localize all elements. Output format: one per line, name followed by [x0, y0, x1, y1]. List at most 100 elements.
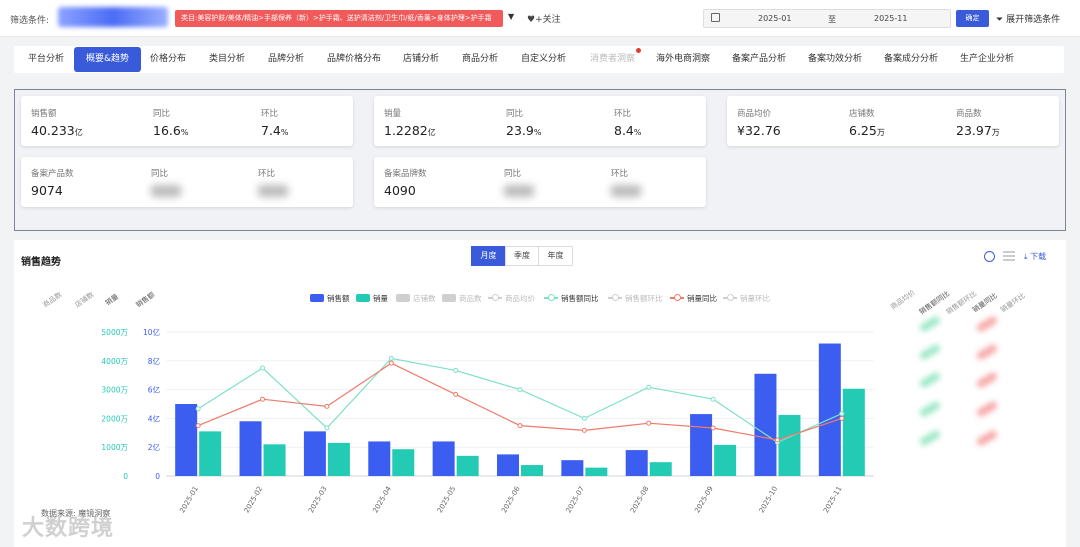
y-tick-sales: 10亿 [143, 327, 161, 337]
sales-yoy-point [517, 387, 523, 393]
bar-volume [714, 444, 737, 476]
chart-title: 销售趋势 [21, 257, 61, 268]
volume-metric: 销量 1.2282亿 [384, 107, 436, 138]
tab-filed-ingredients[interactable]: 备案成分分析 [884, 54, 939, 64]
filter-icon: ⏷ [996, 15, 1007, 25]
axis-header-volume-mom: 销量环比 [999, 291, 1027, 315]
bar-volume [842, 388, 865, 476]
filed-brands-yoy: 同比 [504, 167, 534, 200]
store-product-card: 商品均价 ¥32.76 店铺数 6.25万 商品数 23.97万 [727, 96, 1059, 146]
tab-product[interactable]: 商品分析 [462, 54, 499, 64]
stores-value: 6.25 [849, 123, 877, 138]
legend-stores[interactable]: 店铺数 [396, 293, 436, 304]
category-path-tag[interactable]: 类目:美容护肤/美体/精油>手部保养（新）>护手霜、送护清洁剂/卫生巾/纸/香薰… [175, 10, 503, 27]
table-view-icon[interactable] [1003, 251, 1015, 261]
x-tick-label: 2025-11 [822, 485, 844, 514]
calendar-icon [711, 13, 720, 22]
legend-label: 销量 [373, 294, 388, 303]
volume-yoy: 同比 23.9% [506, 107, 541, 138]
download-icon: ⤓ [1024, 252, 1031, 261]
redacted-tick [918, 371, 942, 389]
x-tick-label: 2025-02 [243, 485, 265, 514]
legend-label: 销售额 [327, 294, 350, 303]
tab-platform[interactable]: 平台分析 [28, 54, 65, 64]
volume-yoy-point [260, 396, 266, 402]
sales-mom-pct: % [280, 128, 289, 137]
confirm-button[interactable]: 确定 [956, 10, 989, 27]
stores-label: 店铺数 [849, 109, 875, 119]
bar-sales [690, 414, 713, 476]
expand-filters-button[interactable]: ⏷ 展开筛选条件 [996, 12, 1060, 25]
tab-filed-products[interactable]: 备案产品分析 [732, 54, 787, 64]
kpi-panel: 销售额 40.233亿 同比 16.6% 环比 7.4% 销量 1.2282亿 … [14, 89, 1066, 231]
y-tick-volume: 2000万 [101, 414, 128, 423]
bar-volume [199, 431, 222, 476]
volume-mom-pct: % [633, 128, 642, 137]
tab-manufacturers[interactable]: 生产企业分析 [960, 54, 1015, 64]
x-tick-label: 2025-04 [371, 485, 393, 515]
sales-card: 销售额 40.233亿 同比 16.6% 环比 7.4% [21, 96, 353, 146]
platform-selector[interactable] [58, 7, 168, 27]
redacted-value [504, 185, 534, 197]
redacted-tick [918, 343, 942, 361]
follow-button[interactable]: ♥+关注 [527, 12, 561, 25]
tab-consumer-insight-label: 消费者洞察 [590, 54, 636, 64]
products-value: 23.97 [956, 123, 992, 138]
legend-volume-yoy[interactable]: 销量同比 [670, 293, 717, 304]
legend-volume[interactable]: 销量 [356, 293, 388, 304]
avg-price-metric: 商品均价 ¥32.76 [737, 107, 781, 138]
sales-trend-chart: 0 2亿 4亿 6亿 8亿 10亿 0 1000万 2000万 3000万 4000万 5000万 20… [101, 327, 874, 515]
redacted-tick [975, 315, 999, 333]
volume-card: 销量 1.2282亿 同比 23.9% 环比 8.4% [374, 96, 706, 146]
x-tick-label: 2025-07 [565, 485, 587, 514]
volume-yoy-point [581, 427, 587, 433]
legend-products[interactable]: 商品数 [442, 293, 482, 304]
legend-volume-mom[interactable]: 销量环比 [723, 293, 770, 304]
legend-line-marker [488, 294, 502, 302]
legend-avg-price[interactable]: 商品均价 [488, 293, 535, 304]
tab-brand-price[interactable]: 品牌价格分布 [327, 54, 382, 64]
volume-yoy-label: 同比 [506, 109, 524, 119]
volume-yoy-line [197, 362, 843, 441]
watermark-logo: 大数跨境 [22, 516, 115, 541]
pie-chart-icon[interactable] [984, 251, 995, 262]
filed-brands-mom: 环比 [611, 167, 641, 200]
segment-monthly[interactable]: 月度 [471, 246, 506, 266]
filed-products-yoy: 同比 [151, 167, 181, 200]
x-tick-label: 2025-10 [758, 485, 780, 514]
tab-store[interactable]: 店铺分析 [403, 54, 440, 64]
tab-consumer-insight[interactable]: 消费者洞察 [588, 46, 642, 73]
legend-sales-yoy[interactable]: 销售额同比 [544, 293, 599, 304]
segment-yearly[interactable]: 年度 [538, 246, 573, 266]
tab-overseas[interactable]: 海外电商洞察 [656, 54, 711, 64]
x-tick-label: 2025-05 [436, 485, 458, 514]
volume-mom-label: 环比 [614, 109, 632, 119]
sales-yoy-point [324, 425, 330, 431]
tab-custom[interactable]: 自定义分析 [521, 54, 567, 64]
bar-sales [754, 373, 777, 476]
bar-volume [263, 444, 286, 476]
volume-yoy-point [324, 403, 330, 409]
legend-sales[interactable]: 销售额 [310, 293, 350, 304]
legend-sales-mom[interactable]: 销售额环比 [608, 293, 663, 304]
analysis-tabs: 平台分析 概要&趋势 价格分布 类目分析 品牌分析 品牌价格分布 店铺分析 商品… [14, 46, 1064, 73]
download-button[interactable]: ⤓ 下载 [1024, 251, 1046, 262]
sales-metric: 销售额 40.233亿 [31, 107, 83, 138]
filed-brands-value: 4090 [384, 183, 416, 198]
axis-header-products: 商品数 [41, 290, 64, 310]
tab-filed-efficacy[interactable]: 备案功效分析 [808, 54, 863, 64]
volume-yoy-value: 23.9 [506, 123, 534, 138]
tab-brand[interactable]: 品牌分析 [268, 54, 305, 64]
sales-yoy-point [260, 365, 266, 371]
tab-overview-trend[interactable]: 概要&趋势 [74, 47, 142, 72]
legend-label: 销售额同比 [561, 294, 599, 303]
volume-yoy-point [774, 437, 780, 443]
tab-category[interactable]: 类目分析 [209, 54, 246, 64]
redacted-tick [975, 429, 999, 447]
segment-quarterly[interactable]: 季度 [505, 246, 539, 266]
redacted-tick [975, 371, 999, 389]
chevron-down-icon[interactable]: ▼ [508, 12, 515, 21]
tab-price-distribution[interactable]: 价格分布 [150, 54, 187, 64]
date-range-picker[interactable]: 2025-01 至 2025-11 [703, 9, 951, 28]
redacted-tick [918, 315, 942, 333]
